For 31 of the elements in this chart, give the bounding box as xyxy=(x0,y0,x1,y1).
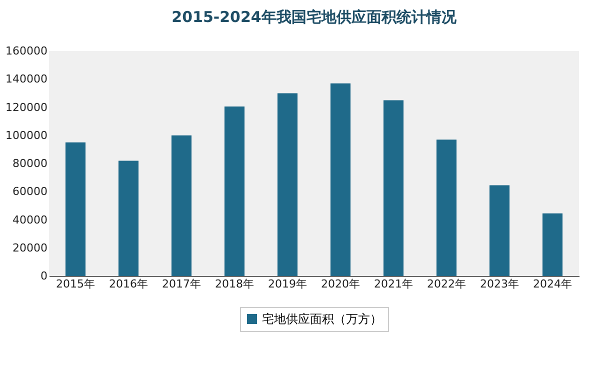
x-tick-label: 2017年 xyxy=(162,278,201,290)
bar xyxy=(118,160,139,276)
bar xyxy=(65,142,86,276)
y-tick-label: 40000 xyxy=(12,213,48,226)
x-tick-label: 2015年 xyxy=(56,278,95,290)
x-tick-label: 2024年 xyxy=(533,278,572,290)
bar xyxy=(436,140,457,276)
y-tick-label: 0 xyxy=(40,270,48,282)
bar xyxy=(277,93,298,276)
chart-title: 2015-2024年我国宅地供应面积统计情况 xyxy=(172,8,458,26)
bar xyxy=(383,100,404,276)
x-tick-label: 2019年 xyxy=(268,278,307,290)
y-tick-label: 120000 xyxy=(6,100,48,114)
x-tick-label: 2016年 xyxy=(109,278,148,290)
bar xyxy=(224,106,245,276)
bar xyxy=(330,83,351,276)
legend-label: 宅地供应面积（万方） xyxy=(262,312,382,326)
y-tick-label: 80000 xyxy=(12,157,48,170)
bar xyxy=(489,185,510,276)
x-tick-label: 2018年 xyxy=(215,278,254,290)
bar xyxy=(171,135,192,276)
x-tick-label: 2022年 xyxy=(427,278,466,290)
x-tick-label: 2021年 xyxy=(374,278,413,290)
y-tick-label: 140000 xyxy=(6,72,48,86)
y-tick-label: 160000 xyxy=(6,44,48,58)
y-tick-label: 60000 xyxy=(12,185,48,198)
y-tick-label: 20000 xyxy=(12,241,48,254)
bar xyxy=(542,213,563,276)
y-tick-label: 100000 xyxy=(6,128,48,142)
x-tick-label: 2023年 xyxy=(480,278,519,290)
x-tick-label: 2020年 xyxy=(321,278,360,290)
